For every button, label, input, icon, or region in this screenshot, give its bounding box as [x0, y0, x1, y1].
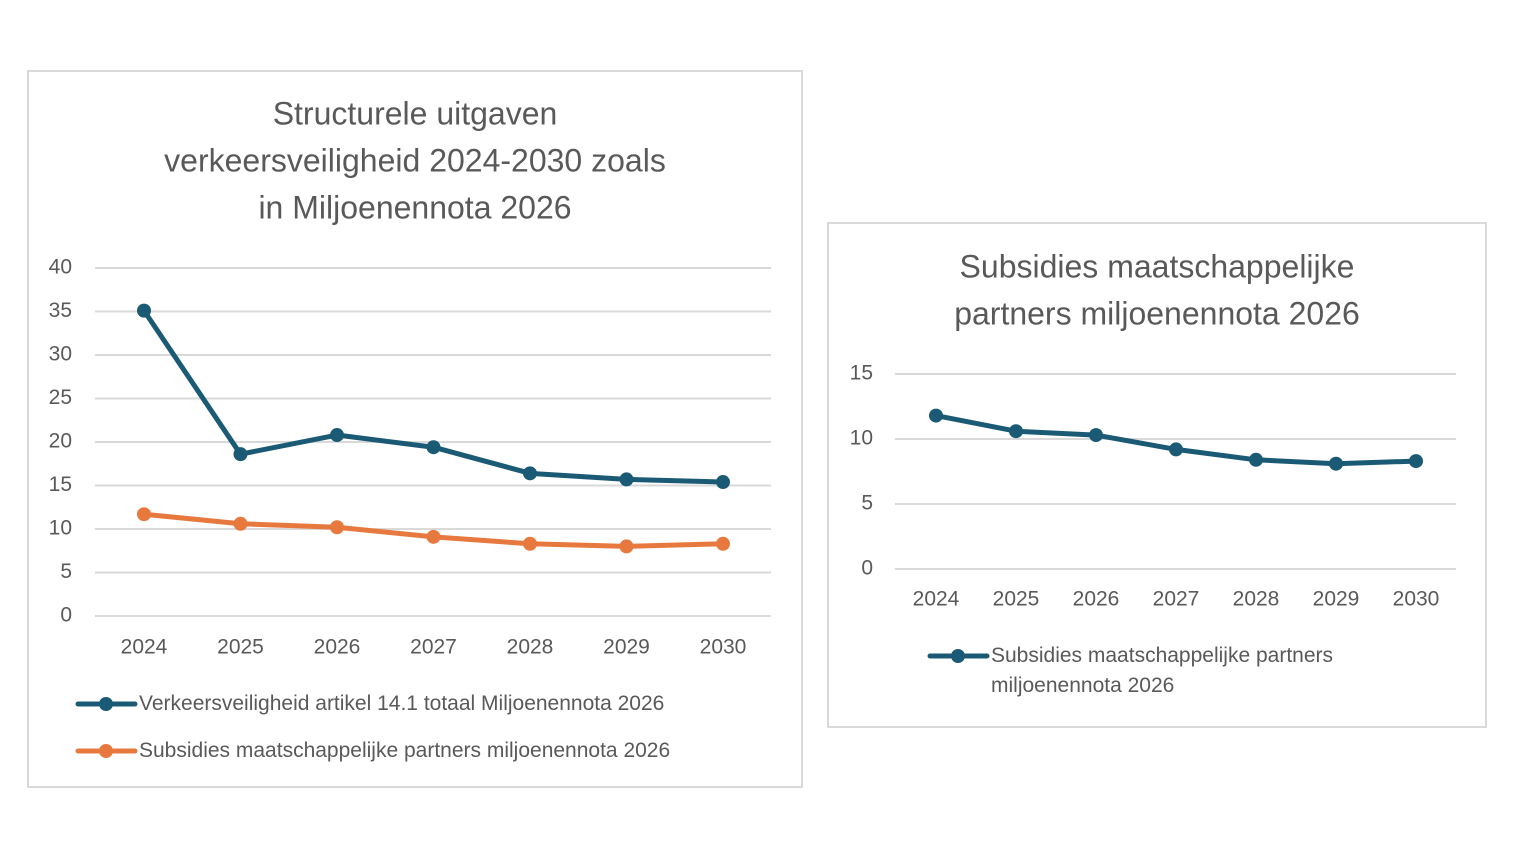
y-tick-label: 20 [49, 430, 72, 453]
y-tick-label: 30 [49, 343, 72, 366]
legend-marker [951, 649, 965, 663]
data-point [426, 529, 441, 544]
x-tick-label: 2030 [1393, 588, 1440, 611]
y-tick-label: 0 [861, 557, 873, 580]
legend-label: Subsidies maatschappelijke partners milj… [139, 739, 671, 762]
x-tick-label: 2026 [314, 636, 361, 659]
data-point [523, 536, 537, 551]
data-point [330, 428, 344, 443]
x-tick-label: 2024 [913, 588, 960, 611]
x-tick-label: 2028 [507, 636, 554, 659]
y-tick-label: 0 [60, 604, 72, 627]
legend-marker [99, 744, 113, 758]
data-point [1169, 442, 1183, 457]
y-tick-label: 5 [861, 492, 873, 515]
x-tick-label: 2026 [1073, 588, 1120, 611]
data-point [1249, 452, 1263, 467]
data-point [523, 466, 537, 481]
y-tick-label: 15 [850, 362, 873, 385]
x-tick-label: 2028 [1233, 588, 1280, 611]
y-tick-label: 15 [49, 473, 72, 496]
x-tick-label: 2029 [1313, 588, 1360, 611]
legend-label: Subsidies maatschappelijke partners milj… [991, 644, 1334, 697]
y-tick-label: 25 [49, 386, 72, 409]
data-point [426, 440, 441, 455]
chart-title: Subsidies maatschappelijke [960, 248, 1355, 284]
data-point [1089, 428, 1103, 443]
x-tick-label: 2029 [603, 636, 650, 659]
x-tick-label: 2024 [121, 636, 168, 659]
data-point [716, 536, 730, 551]
chart-frame [827, 222, 1487, 728]
data-point [1009, 424, 1023, 439]
data-point [1409, 454, 1423, 469]
data-point [137, 507, 151, 522]
x-tick-label: 2030 [700, 636, 747, 659]
chart-title: partners miljoenennota 2026 [954, 295, 1360, 331]
y-tick-label: 10 [49, 517, 72, 540]
data-point [619, 472, 634, 487]
data-point [929, 408, 943, 423]
chart-title: Structurele uitgaven [273, 95, 558, 131]
data-point [233, 447, 248, 462]
chart-title: verkeersveiligheid 2024-2030 zoals [164, 142, 666, 178]
data-point [1329, 456, 1343, 471]
data-point [233, 516, 248, 531]
x-tick-label: 2027 [410, 636, 457, 659]
y-tick-label: 40 [49, 256, 72, 279]
x-tick-label: 2027 [1153, 588, 1200, 611]
y-tick-label: 5 [60, 560, 72, 583]
legend-marker [99, 697, 113, 711]
chart-title: in Miljoenennota 2026 [258, 189, 571, 225]
data-point [330, 520, 344, 535]
data-point [619, 539, 634, 554]
data-point [137, 303, 151, 318]
y-tick-label: 10 [850, 427, 873, 450]
y-tick-label: 35 [49, 299, 72, 322]
x-tick-label: 2025 [217, 636, 264, 659]
chart-frame [27, 70, 803, 788]
data-point [716, 475, 730, 490]
x-tick-label: 2025 [993, 588, 1040, 611]
legend-label: Verkeersveiligheid artikel 14.1 totaal M… [139, 692, 665, 715]
